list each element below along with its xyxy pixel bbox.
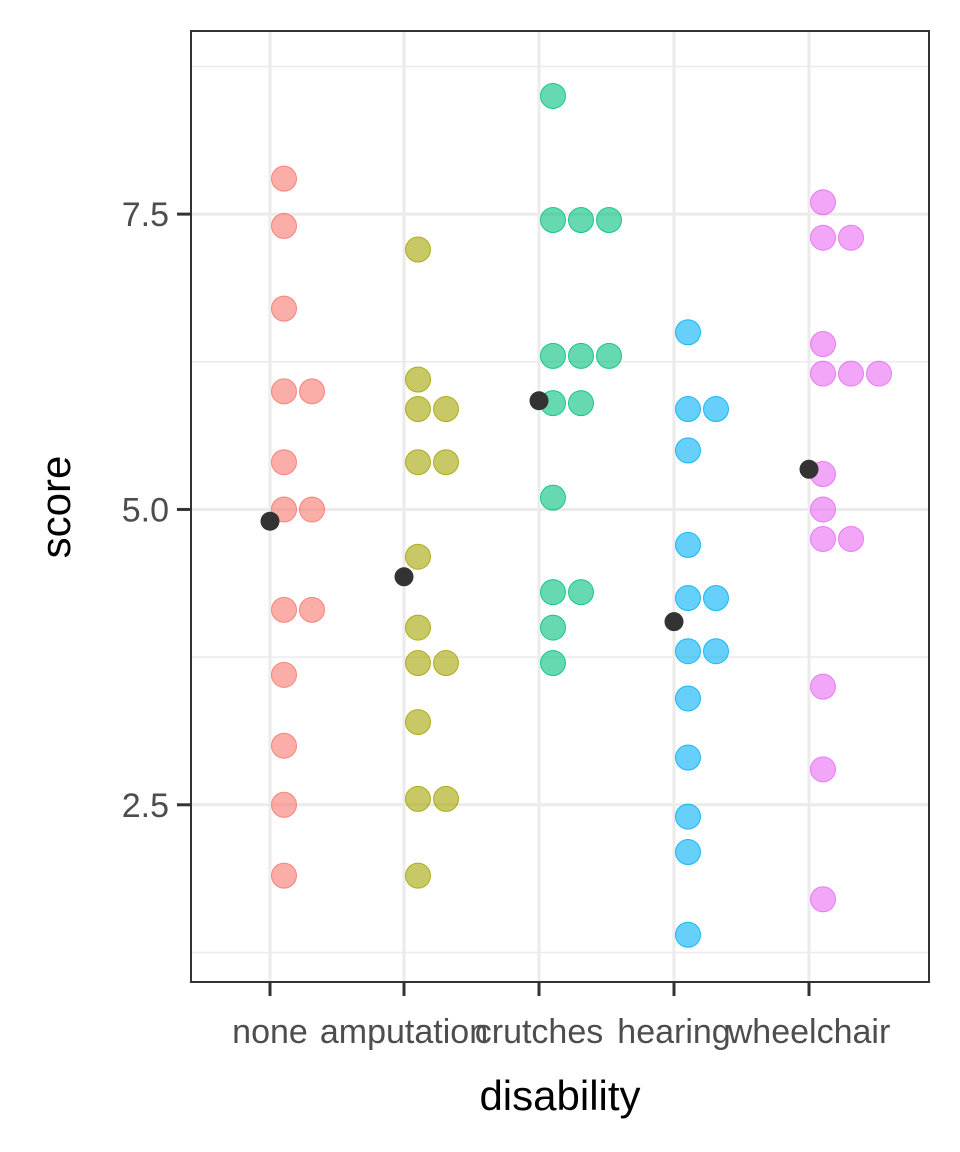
panel-border: [190, 30, 930, 983]
data-point-amputation: [433, 785, 459, 812]
data-point-crutches: [596, 207, 622, 234]
data-point-crutches: [540, 82, 566, 109]
data-point-amputation: [405, 396, 431, 423]
data-point-none: [271, 449, 297, 476]
x-tick-label-amputation: amputation: [320, 1013, 488, 1051]
data-point-amputation: [433, 396, 459, 423]
data-point-none: [299, 596, 325, 623]
data-point-none: [271, 165, 297, 192]
data-point-hearing: [703, 638, 729, 665]
data-point-hearing: [675, 531, 701, 558]
data-point-hearing: [675, 638, 701, 665]
data-point-hearing: [703, 396, 729, 423]
data-point-wheelchair: [838, 224, 864, 251]
y-tick-label: 7.5: [122, 196, 169, 234]
mean-point-amputation: [394, 567, 414, 587]
x-tick-label-hearing: hearing: [617, 1013, 730, 1051]
data-point-hearing: [675, 437, 701, 464]
data-point-hearing: [675, 585, 701, 612]
data-point-crutches: [568, 579, 594, 606]
data-point-crutches: [540, 650, 566, 677]
data-point-wheelchair: [810, 525, 836, 552]
data-point-crutches: [540, 579, 566, 606]
x-tick-label-wheelchair: wheelchair: [727, 1013, 891, 1051]
data-point-hearing: [675, 921, 701, 948]
data-point-amputation: [405, 709, 431, 736]
y-tick-label: 2.5: [122, 787, 169, 825]
data-point-wheelchair: [810, 886, 836, 913]
mean-point-none: [260, 511, 280, 531]
mean-point-hearing: [664, 612, 684, 632]
mean-point-wheelchair: [799, 459, 819, 479]
data-point-none: [299, 496, 325, 523]
data-point-amputation: [405, 650, 431, 677]
data-point-hearing: [675, 744, 701, 771]
data-point-none: [271, 496, 297, 523]
points-layer: [271, 82, 892, 948]
data-point-hearing: [675, 839, 701, 866]
data-point-wheelchair: [810, 756, 836, 783]
data-point-amputation: [405, 449, 431, 476]
data-point-wheelchair: [810, 496, 836, 523]
x-tick-label-none: none: [232, 1013, 308, 1051]
x-tick-label-crutches: crutches: [475, 1013, 604, 1051]
data-point-crutches: [568, 342, 594, 369]
data-point-hearing: [675, 803, 701, 830]
data-point-wheelchair: [810, 360, 836, 387]
data-point-crutches: [540, 614, 566, 641]
data-point-none: [299, 378, 325, 405]
y-tick-label: 5.0: [122, 491, 169, 529]
mean-point-crutches: [529, 391, 549, 411]
data-point-none: [271, 791, 297, 818]
data-point-hearing: [675, 685, 701, 712]
data-point-none: [271, 596, 297, 623]
data-point-amputation: [405, 785, 431, 812]
data-point-wheelchair: [866, 360, 892, 387]
data-point-none: [271, 862, 297, 889]
data-point-amputation: [433, 449, 459, 476]
data-point-hearing: [675, 396, 701, 423]
data-point-crutches: [540, 484, 566, 511]
data-point-amputation: [405, 614, 431, 641]
data-point-crutches: [568, 207, 594, 234]
means-layer: [260, 391, 819, 632]
data-point-none: [271, 661, 297, 688]
data-point-amputation: [405, 862, 431, 889]
data-point-crutches: [540, 342, 566, 369]
data-point-hearing: [675, 319, 701, 346]
data-point-crutches: [568, 390, 594, 417]
data-point-crutches: [540, 207, 566, 234]
data-point-amputation: [405, 366, 431, 393]
data-point-none: [271, 378, 297, 405]
data-point-wheelchair: [810, 673, 836, 700]
data-point-wheelchair: [810, 331, 836, 358]
data-point-amputation: [433, 650, 459, 677]
data-point-hearing: [703, 585, 729, 612]
data-point-wheelchair: [838, 525, 864, 552]
data-point-none: [271, 212, 297, 239]
data-point-none: [271, 295, 297, 322]
data-point-wheelchair: [810, 189, 836, 216]
data-point-wheelchair: [810, 224, 836, 251]
data-point-amputation: [405, 543, 431, 570]
data-point-amputation: [405, 236, 431, 263]
x-axis-title: disability: [479, 1072, 640, 1119]
data-point-wheelchair: [838, 360, 864, 387]
y-axis-title: score: [32, 456, 79, 559]
data-point-none: [271, 732, 297, 759]
data-point-crutches: [596, 342, 622, 369]
